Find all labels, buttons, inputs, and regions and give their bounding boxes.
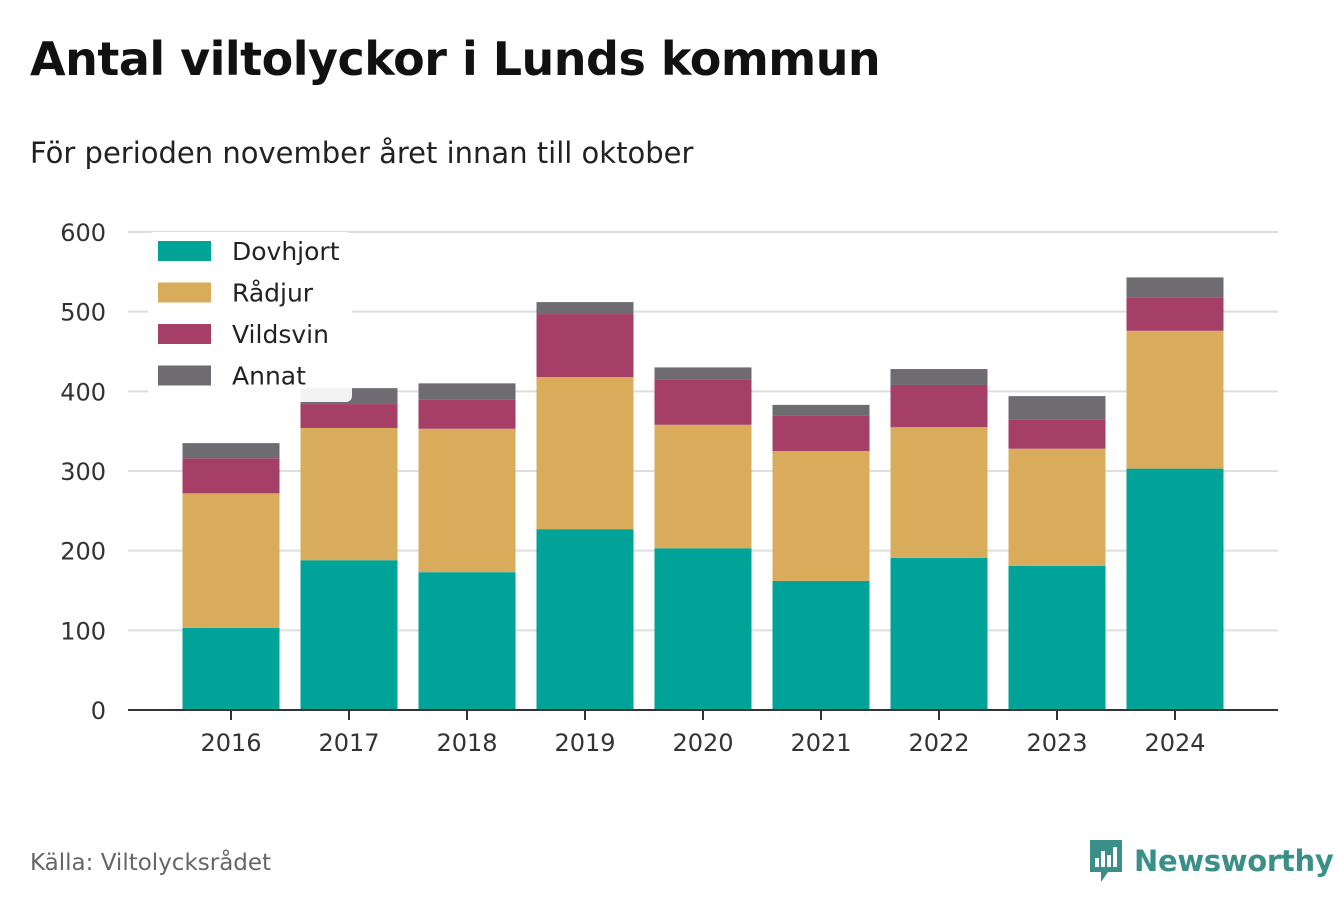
bar-segment-dovhjort-2019 bbox=[536, 529, 634, 710]
x-tick-label: 2024 bbox=[1144, 729, 1205, 757]
chart-title: Antal viltolyckor i Lunds kommun bbox=[30, 32, 881, 86]
bar-segment-rådjur-2020 bbox=[654, 424, 752, 549]
bar-segment-vildsvin-2019 bbox=[536, 314, 634, 377]
bar-segment-vildsvin-2024 bbox=[1126, 297, 1224, 331]
bar-segment-dovhjort-2024 bbox=[1126, 468, 1224, 710]
bar-segment-vildsvin-2016 bbox=[182, 458, 280, 494]
bar-segment-vildsvin-2018 bbox=[418, 399, 516, 429]
legend-label-rådjur: Rådjur bbox=[232, 279, 314, 308]
bar-segment-rådjur-2016 bbox=[182, 493, 280, 628]
y-tick-label: 600 bbox=[60, 219, 106, 247]
x-tick-label: 2021 bbox=[790, 729, 851, 757]
y-tick-label: 300 bbox=[60, 458, 106, 486]
bar-segment-rådjur-2017 bbox=[300, 427, 398, 561]
bar-segment-dovhjort-2023 bbox=[1008, 565, 1106, 710]
legend-swatch-annat bbox=[158, 365, 211, 386]
bar-segment-annat-2024 bbox=[1126, 277, 1224, 298]
bar-segment-dovhjort-2018 bbox=[418, 572, 516, 710]
y-tick-label: 0 bbox=[91, 697, 106, 725]
bar-segment-annat-2021 bbox=[772, 404, 870, 416]
bar-segment-annat-2023 bbox=[1008, 396, 1106, 420]
bar-segment-dovhjort-2017 bbox=[300, 560, 398, 710]
bar-segment-rådjur-2022 bbox=[890, 427, 988, 558]
legend-swatch-vildsvin bbox=[158, 324, 211, 344]
x-tick-label: 2022 bbox=[908, 729, 969, 757]
bar-segment-annat-2020 bbox=[654, 367, 752, 380]
bar-segment-rådjur-2018 bbox=[418, 428, 516, 573]
axes: 0 100 200 300 400 500 600 2016 2017 2018 2019 2020 2… bbox=[60, 219, 1278, 757]
x-tick-label: 2018 bbox=[436, 729, 497, 757]
x-tick-label: 2017 bbox=[318, 729, 379, 757]
legend-swatch-rådjur bbox=[158, 282, 211, 303]
bar-segment-annat-2019 bbox=[536, 302, 634, 315]
legend: Dovhjort Rådjur Vildsvin Annat bbox=[148, 232, 352, 402]
legend-label-dovhjort: Dovhjort bbox=[232, 237, 340, 266]
y-tick-label: 200 bbox=[60, 538, 106, 566]
legend-background bbox=[148, 232, 352, 402]
newsworthy-logo-icon bbox=[1090, 840, 1122, 882]
legend-label-annat: Annat bbox=[232, 362, 306, 391]
bar-segment-vildsvin-2020 bbox=[654, 379, 752, 425]
bar-segment-rådjur-2024 bbox=[1126, 330, 1224, 469]
legend-label-vildsvin: Vildsvin bbox=[232, 320, 329, 349]
y-tick-label: 400 bbox=[60, 378, 106, 406]
bar-segment-rådjur-2021 bbox=[772, 451, 870, 581]
bar-segment-annat-2016 bbox=[182, 443, 280, 459]
x-tick-label: 2020 bbox=[672, 729, 733, 757]
brand-name: Newsworthy bbox=[1134, 844, 1334, 878]
bar-segment-dovhjort-2020 bbox=[654, 548, 752, 710]
bar-segment-dovhjort-2022 bbox=[890, 557, 988, 710]
bar-segment-annat-2018 bbox=[418, 383, 516, 400]
stacked-bar-chart: 0 100 200 300 400 500 600 2016 2017 2018 2019 2020 2… bbox=[60, 219, 1278, 757]
chart-subtitle: För perioden november året innan till ok… bbox=[30, 136, 694, 170]
bar-segment-rådjur-2023 bbox=[1008, 448, 1106, 566]
bar-segment-vildsvin-2021 bbox=[772, 415, 870, 452]
source-note: Källa: Viltolycksrådet bbox=[30, 850, 272, 876]
y-tick-label: 100 bbox=[60, 617, 106, 645]
bar-segment-vildsvin-2023 bbox=[1008, 419, 1106, 449]
bar-segment-dovhjort-2021 bbox=[772, 580, 870, 710]
newsworthy-logo: Newsworthy bbox=[1088, 838, 1334, 884]
bar-segment-rådjur-2019 bbox=[536, 376, 634, 530]
legend-swatch-dovhjort bbox=[158, 241, 211, 261]
x-tick-label: 2016 bbox=[200, 729, 261, 757]
bar-segment-vildsvin-2022 bbox=[890, 384, 988, 428]
bar-segment-vildsvin-2017 bbox=[300, 404, 398, 428]
bar-segment-annat-2022 bbox=[890, 369, 988, 385]
bars bbox=[182, 277, 1224, 710]
bar-segment-dovhjort-2016 bbox=[182, 627, 280, 710]
x-tick-label: 2023 bbox=[1026, 729, 1087, 757]
y-tick-label: 500 bbox=[60, 299, 106, 327]
x-tick-label: 2019 bbox=[554, 729, 615, 757]
